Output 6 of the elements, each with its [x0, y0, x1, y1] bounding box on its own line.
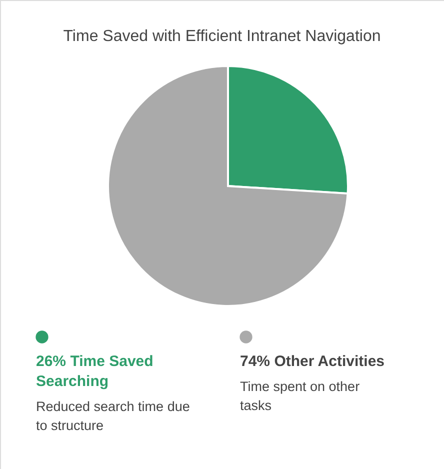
- text: Time spent on other tasks: [240, 379, 360, 413]
- legend-label: 26% Time Saved Searching: [36, 353, 154, 390]
- legend-label: 74% Other Activities: [240, 353, 384, 370]
- pie-slice: [107, 65, 349, 307]
- chart-title: Time Saved with Efficient Intranet Navigation: [63, 28, 381, 45]
- text: Reduced search time due to structure: [36, 399, 190, 433]
